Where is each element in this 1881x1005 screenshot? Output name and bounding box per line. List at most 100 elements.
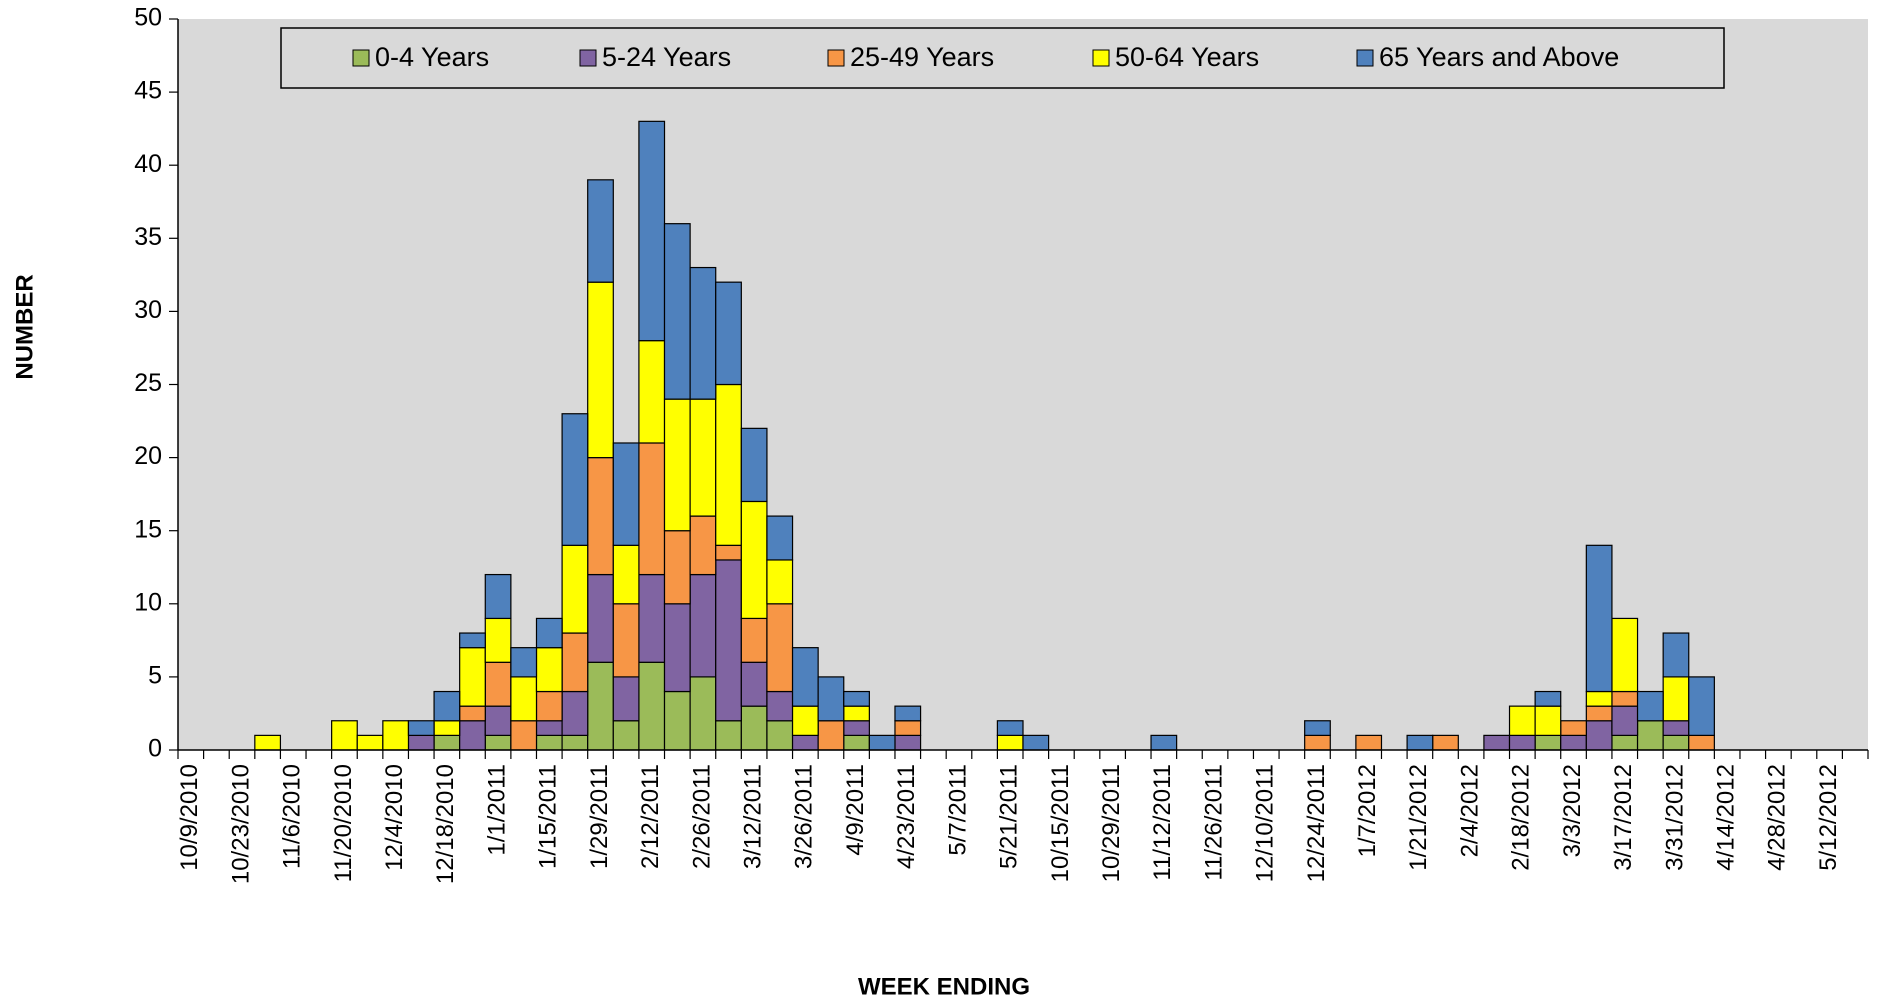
y-tick-label: 45: [134, 77, 162, 105]
x-tick-label: 12/4/2010: [381, 764, 408, 871]
bar-segment: [663, 398, 691, 532]
legend-label: 0-4 Years: [375, 42, 489, 72]
x-tick-label: 12/24/2011: [1303, 764, 1330, 882]
bar-segment: [535, 647, 563, 693]
x-tick-label: 11/6/2010: [279, 764, 306, 869]
bar-segment: [484, 573, 512, 620]
bar-segment: [535, 690, 563, 722]
bar-segment: [715, 544, 742, 561]
bar-segment: [715, 281, 742, 386]
bar-segment: [689, 676, 717, 751]
bar-segment: [1611, 690, 1639, 707]
x-tick-label: 10/23/2010: [227, 764, 254, 884]
bar-segment: [663, 530, 691, 605]
bar-segment: [1022, 734, 1050, 751]
bar-segment: [1355, 734, 1383, 751]
x-tick-label: 3/26/2011: [791, 764, 818, 869]
bar-segment: [407, 734, 435, 751]
bar-segment: [894, 720, 922, 736]
bar-segment: [510, 676, 538, 722]
bar-segment: [689, 398, 717, 517]
bar-segment: [663, 223, 691, 400]
bar-segment: [459, 632, 486, 649]
bar-segment: [1585, 720, 1613, 751]
bar-segment: [433, 690, 461, 722]
bar-segment: [1662, 632, 1690, 678]
x-tick-label: 5/12/2012: [1815, 764, 1842, 871]
bar-segment: [459, 720, 486, 751]
bar-segment: [612, 603, 640, 678]
bar-segment: [740, 705, 768, 751]
x-tick-label: 12/18/2010: [432, 764, 459, 884]
y-tick-label: 10: [134, 588, 162, 616]
y-tick-label: 50: [134, 4, 162, 32]
x-tick-label: 10/29/2011: [1098, 764, 1125, 882]
bar-segment: [1483, 734, 1511, 751]
bar-segment: [254, 734, 282, 751]
x-tick-label: 3/3/2012: [1559, 764, 1586, 857]
legend-swatch: [352, 49, 370, 67]
bar-segment: [766, 515, 794, 561]
legend-box: [280, 27, 1725, 89]
bar-segment: [382, 720, 410, 751]
bar-segment: [663, 603, 691, 693]
x-tick-label: 5/7/2011: [944, 764, 971, 856]
bar-segment: [1406, 734, 1434, 751]
bar-segment: [1304, 720, 1331, 736]
bar-segment: [612, 442, 640, 546]
bar-segment: [817, 676, 845, 722]
y-tick-label: 0: [148, 735, 162, 763]
bar-segment: [484, 734, 512, 751]
bar-segment: [587, 179, 614, 283]
x-tick-label: 1/15/2011: [535, 764, 562, 869]
bar-segment: [638, 573, 666, 663]
bar-segment: [791, 705, 819, 736]
bar-segment: [612, 544, 640, 605]
y-tick-label: 40: [134, 150, 162, 178]
x-tick-label: 10/15/2011: [1047, 764, 1074, 882]
bar-segment: [689, 573, 717, 678]
bar-segment: [689, 266, 717, 400]
bar-segment: [996, 734, 1024, 751]
bar-segment: [1534, 734, 1562, 751]
bar-segment: [1585, 705, 1613, 722]
bar-segment: [1432, 734, 1459, 751]
bar-segment: [766, 720, 794, 751]
x-axis-title: WEEK ENDING: [858, 973, 1030, 1000]
x-tick-label: 1/29/2011: [586, 764, 613, 869]
bar-segment: [612, 676, 640, 722]
y-tick-label: 15: [134, 515, 162, 543]
y-axis-title: NUMBER: [11, 274, 38, 379]
bar-segment: [484, 617, 512, 663]
bar-segment: [1636, 720, 1664, 751]
bar-segment: [587, 661, 614, 751]
bar-segment: [587, 457, 614, 576]
bar-segment: [484, 705, 512, 736]
bar-segment: [715, 720, 742, 751]
bar-segment: [1150, 734, 1178, 751]
x-tick-label: 12/10/2011: [1252, 764, 1279, 882]
x-tick-label: 11/26/2011: [1200, 764, 1227, 881]
bar-segment: [1585, 690, 1613, 707]
y-tick-label: 20: [134, 442, 162, 470]
bar-segment: [663, 690, 691, 751]
bar-segment: [1662, 720, 1690, 736]
x-tick-label: 2/12/2011: [637, 764, 664, 869]
x-tick-label: 2/26/2011: [688, 764, 715, 869]
y-tick-label: 5: [148, 662, 162, 690]
bar-segment: [561, 632, 589, 693]
bar-segment: [433, 720, 461, 736]
x-tick-label: 3/31/2012: [1661, 764, 1688, 871]
legend-swatch: [827, 49, 845, 67]
bar-segment: [587, 281, 614, 459]
x-tick-label: 2/18/2012: [1508, 764, 1535, 871]
bar-segment: [459, 705, 486, 722]
bar-segment: [535, 720, 563, 736]
bar-segment: [740, 661, 768, 707]
bar-segment: [1662, 734, 1690, 751]
bar-segment: [843, 734, 870, 751]
legend-swatch: [1356, 49, 1374, 67]
bar-segment: [561, 690, 589, 736]
legend-label: 65 Years and Above: [1379, 42, 1619, 72]
